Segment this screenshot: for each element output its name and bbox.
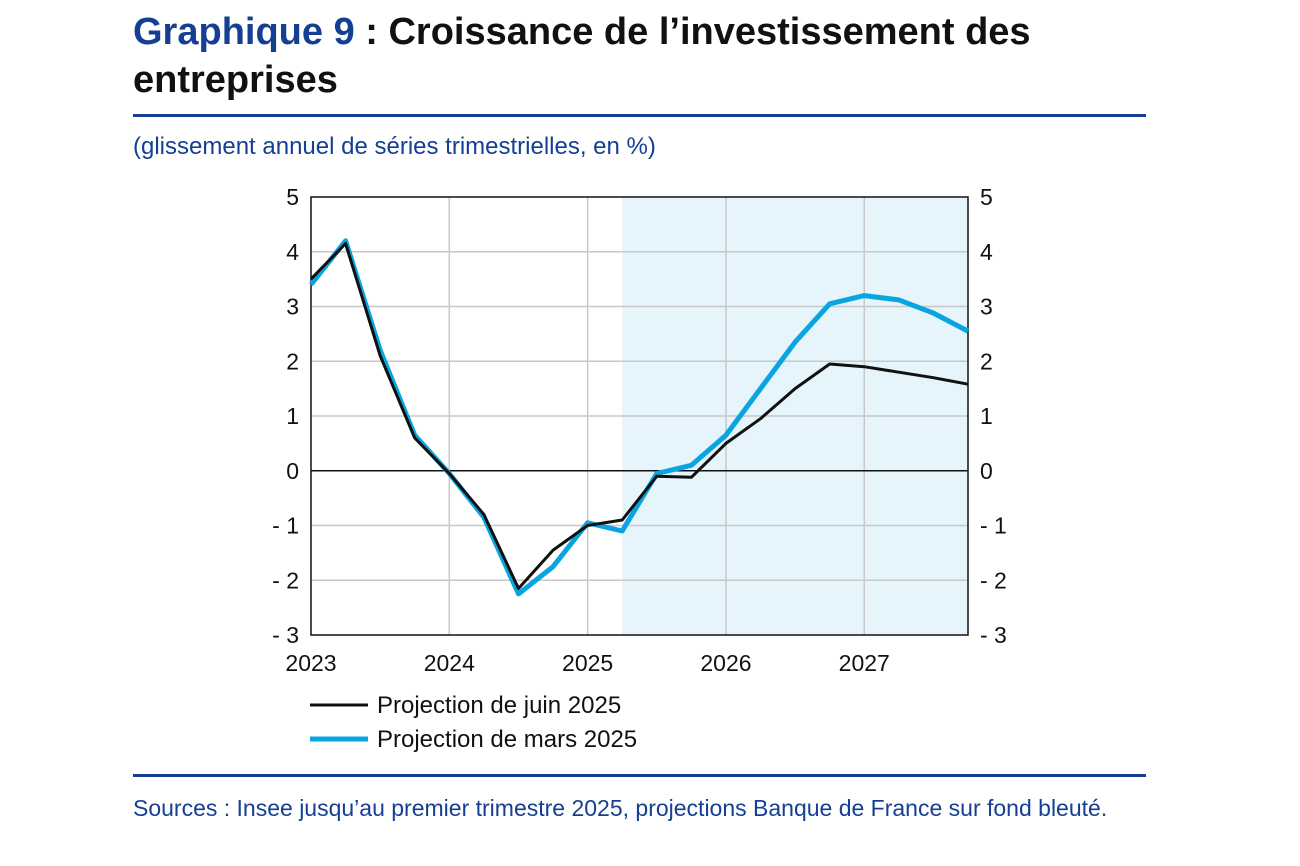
y-tick-label-left: 0 [286,458,299,484]
x-tick-label: 2026 [700,650,751,676]
x-tick-label: 2023 [285,650,336,676]
series-line-mars [309,238,970,597]
y-tick-label-right: 2 [980,348,993,374]
y-tick-label-right: 1 [980,403,993,429]
y-tick-label-left: 4 [286,239,299,265]
x-tick-label: 2027 [839,650,890,676]
y-tick-label-left: 5 [286,184,299,210]
x-tick-label: 2024 [424,650,475,676]
source-rule [133,774,1146,777]
y-tick-label-right: 3 [980,294,993,320]
chart-number: Graphique 9 [133,11,355,53]
source-note: Sources : Insee jusqu’au premier trimest… [133,795,1108,821]
y-tick-label-left: - 3 [272,622,299,648]
legend-label: Projection de mars 2025 [377,726,637,753]
chart-title-text: : Croissance de l’investissement des ent… [133,11,1031,101]
y-tick-label-left: - 1 [272,513,299,539]
y-tick-label-left: 3 [286,294,299,320]
y-tick-label-right: - 1 [980,513,1007,539]
y-tick-label-left: 2 [286,348,299,374]
y-tick-label-right: 5 [980,184,993,210]
series-line-juin [309,242,969,590]
x-tick-label: 2025 [562,650,613,676]
y-tick-label-left: 1 [286,403,299,429]
legend: Projection de juin 2025 Projection de mar… [310,692,637,753]
legend-label: Projection de juin 2025 [377,692,621,719]
plot-frame [310,196,969,636]
chart-title: Graphique 9 : Croissance de l’investisse… [133,8,1148,104]
y-tick-label-right: 4 [980,239,993,265]
y-tick-label-right: 0 [980,458,993,484]
title-rule [133,114,1146,117]
y-tick-label-right: - 3 [980,622,1007,648]
y-tick-label-right: - 2 [980,567,1007,593]
y-tick-label-left: - 2 [272,567,299,593]
chart-subtitle: (glissement annuel de séries trimestriel… [133,133,656,160]
